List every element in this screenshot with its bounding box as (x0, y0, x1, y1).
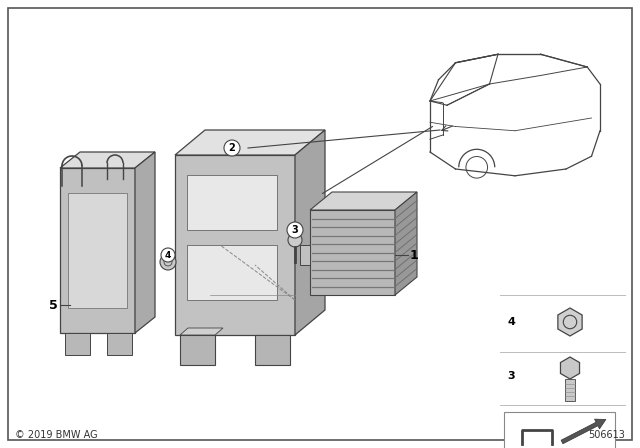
Polygon shape (310, 210, 395, 295)
Polygon shape (60, 152, 155, 168)
Polygon shape (135, 152, 155, 333)
Polygon shape (180, 335, 215, 365)
Polygon shape (565, 379, 575, 401)
Circle shape (288, 233, 302, 247)
Text: 506613: 506613 (588, 430, 625, 440)
Polygon shape (107, 333, 132, 355)
Polygon shape (558, 308, 582, 336)
Text: 2: 2 (228, 143, 236, 153)
Polygon shape (504, 412, 615, 448)
Polygon shape (300, 245, 310, 265)
Polygon shape (175, 155, 295, 335)
Polygon shape (295, 130, 325, 335)
Text: © 2019 BMW AG: © 2019 BMW AG (15, 430, 98, 440)
Polygon shape (175, 130, 325, 155)
Circle shape (287, 222, 303, 238)
FancyArrow shape (561, 419, 606, 444)
Text: 3: 3 (507, 371, 515, 381)
Polygon shape (65, 333, 90, 355)
Text: 1: 1 (410, 249, 419, 262)
Polygon shape (187, 175, 277, 230)
Polygon shape (561, 357, 580, 379)
Polygon shape (180, 328, 223, 335)
Circle shape (161, 248, 175, 262)
Text: 3: 3 (292, 225, 298, 235)
Text: 4: 4 (507, 317, 515, 327)
Polygon shape (255, 335, 290, 365)
Polygon shape (187, 245, 277, 300)
Polygon shape (395, 192, 417, 295)
Text: 4: 4 (165, 250, 171, 259)
Polygon shape (68, 193, 127, 308)
Polygon shape (310, 192, 417, 210)
Text: 5: 5 (49, 298, 58, 311)
Circle shape (224, 140, 240, 156)
Polygon shape (60, 168, 135, 333)
Circle shape (160, 254, 176, 270)
